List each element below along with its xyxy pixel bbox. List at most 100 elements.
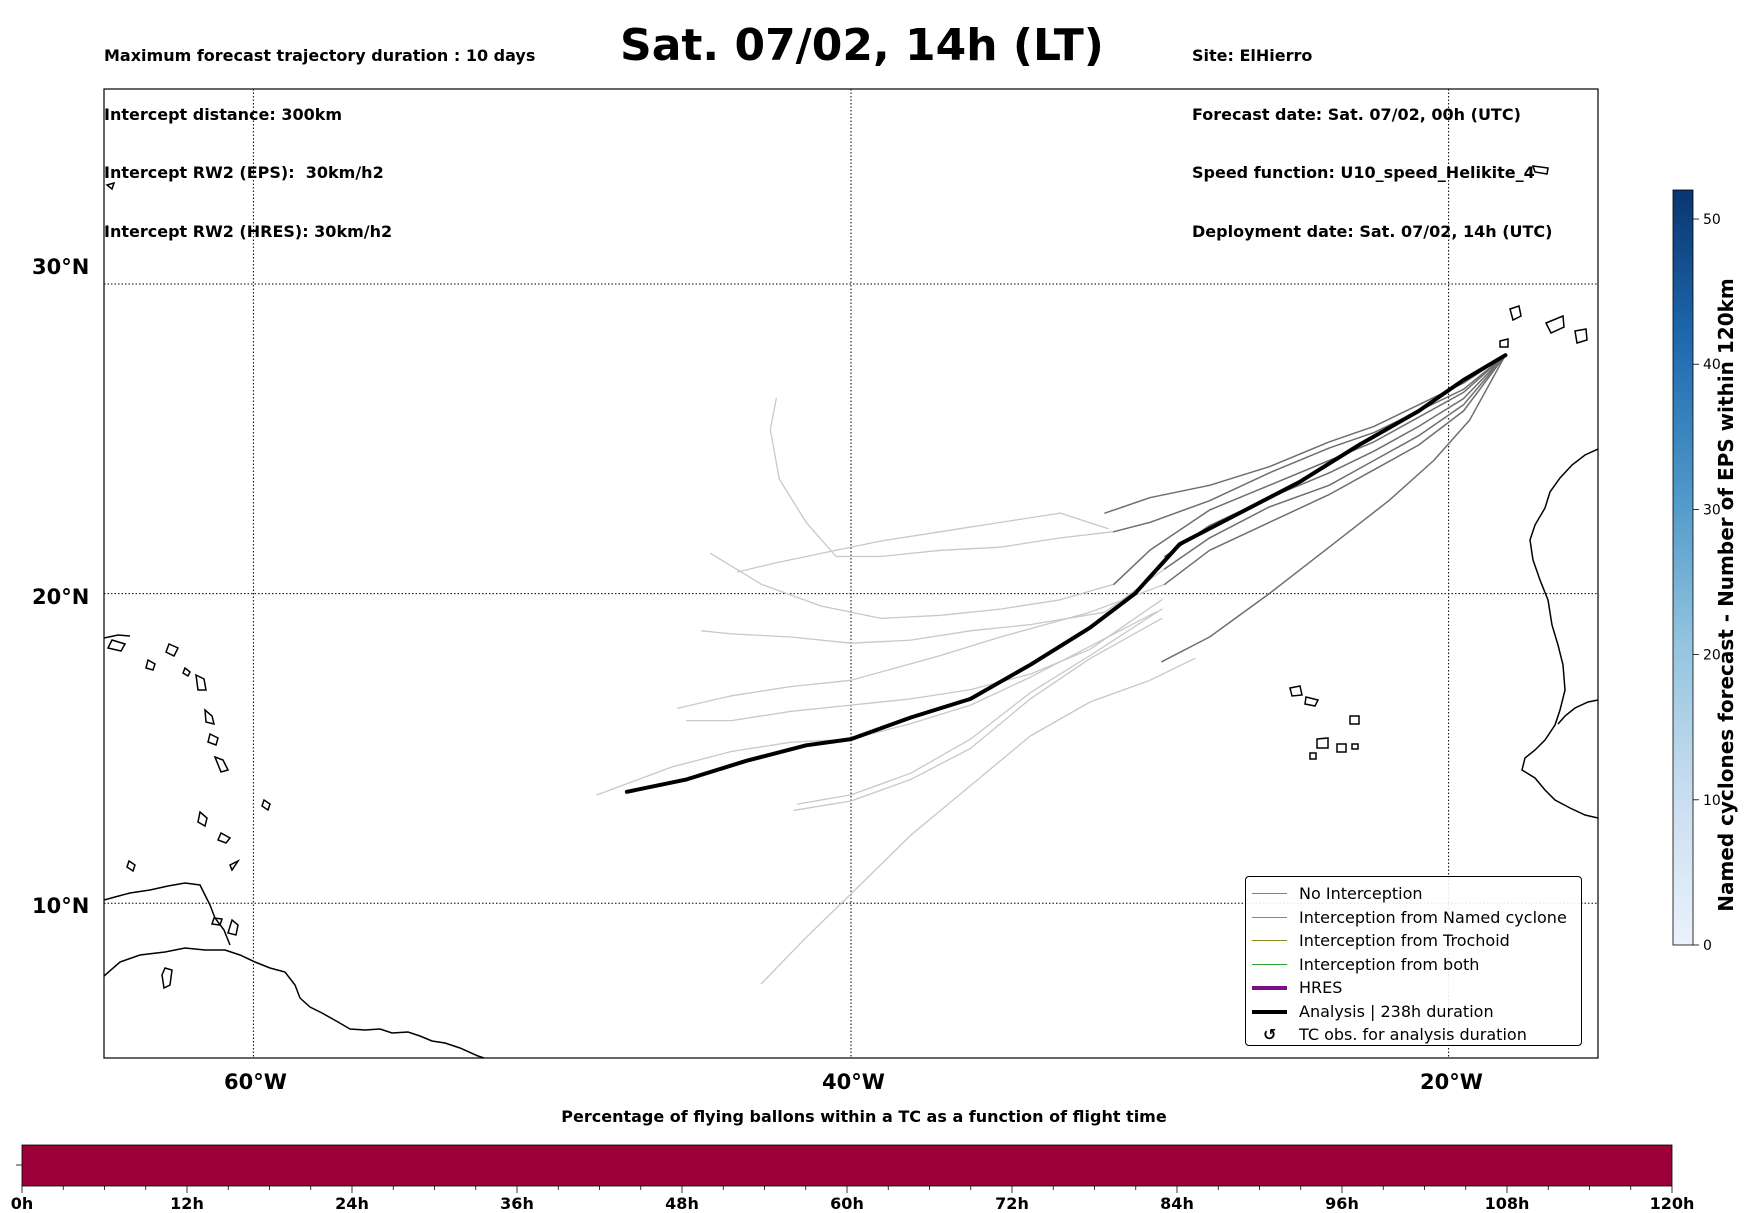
coast-island-15	[105, 181, 116, 191]
coast-canary-1	[1509, 305, 1522, 322]
coast-island-14	[229, 859, 241, 872]
flight-time-tick-label: 48h	[665, 1194, 699, 1213]
coast-island-2	[213, 755, 230, 773]
flight-time-tick-label: 0h	[11, 1194, 34, 1213]
flight-time-bar-fill	[21, 1144, 1673, 1187]
header-line-site: Site: ElHierro	[1192, 46, 1313, 65]
lon-label-60w: 60°W	[224, 1070, 287, 1094]
coast-cape-verde-2	[1304, 696, 1320, 707]
colorbar-ticks: 0 10 20 30 40 50	[1693, 212, 1721, 954]
header-line-duration: Maximum forecast trajectory duration : 1…	[104, 46, 536, 65]
analysis-trajectory	[624, 353, 1508, 794]
coast-canary-4	[1499, 338, 1509, 348]
lat-label-30n: 30°N	[32, 255, 89, 279]
coast-canary-2	[1544, 314, 1565, 334]
coast-canary-3	[1574, 328, 1588, 344]
eps-trajectory	[769, 397, 1115, 558]
tc-obs-icon: ↺	[1263, 1025, 1277, 1044]
flight-time-tick-label: 72h	[995, 1194, 1029, 1213]
graticule	[104, 89, 1598, 1058]
coast-margarita	[210, 917, 224, 926]
lon-label-20w: 20°W	[1420, 1070, 1483, 1094]
legend-swatch	[1252, 963, 1287, 965]
header-line-forecast-date: Forecast date: Sat. 07/02, 00h (UTC)	[1192, 104, 1521, 124]
flight-time-tick-label: 60h	[830, 1194, 864, 1213]
legend-item-analysis: Analysis | 238h duration	[1246, 1001, 1581, 1023]
coast-island-3	[207, 732, 219, 746]
coast-island-4	[204, 708, 216, 726]
flight-time-tick-label: 84h	[1160, 1194, 1194, 1213]
coast-cape-verde-4	[1316, 737, 1329, 749]
flight-time-tick-label: 24h	[335, 1194, 369, 1213]
map-frame	[103, 88, 1599, 1059]
latitude-labels: 30°N 20°N 10°N	[32, 255, 89, 918]
lon-label-40w: 40°W	[822, 1070, 885, 1094]
header-line-rw2-hres: Intercept RW2 (HRES): 30km/h2	[104, 221, 393, 241]
flight-time-tick-label: 108h	[1485, 1194, 1530, 1213]
flight-time-bar-title: Percentage of flying ballons within a TC…	[561, 1107, 1167, 1126]
coast-cape-verde-6	[1309, 752, 1317, 760]
legend-swatch	[1252, 893, 1287, 894]
coast-island-11	[261, 798, 271, 812]
coast-south-america	[104, 947, 485, 1058]
legend: No Interception Interception from Named …	[1245, 876, 1582, 1046]
legend-item-no-interception: No Interception	[1246, 883, 1581, 905]
header-line-rw2-eps: Intercept RW2 (EPS): 30km/h2	[104, 163, 384, 182]
eps-trajectory	[1163, 354, 1507, 586]
coast-cape-verde-3	[1349, 715, 1360, 725]
flight-time-tick-label: 36h	[500, 1194, 534, 1213]
coast-madeira	[1531, 165, 1549, 175]
lat-label-10n: 10°N	[32, 894, 89, 918]
coast-orinoco	[227, 918, 239, 936]
eps-trajectory	[1113, 354, 1507, 586]
coast-cape-verde-7	[1351, 743, 1359, 750]
lat-label-20n: 20°N	[32, 585, 89, 609]
trajectory-layer	[596, 353, 1508, 985]
eps-trajectory	[793, 617, 1163, 811]
coast-island-5	[195, 673, 207, 691]
coast-cape-verde-1	[1289, 685, 1303, 697]
eps-trajectory	[1163, 354, 1507, 558]
flight-time-ticks: 0h 12h 24h 36h 48h 60h 72h 84h 96h 108h 120h	[11, 1186, 1695, 1213]
eps-trajectory	[1161, 354, 1507, 663]
colorbar-tick-label: 30	[1703, 502, 1721, 518]
eps-trajectory	[736, 512, 1109, 573]
colorbar-tick-label: 40	[1703, 357, 1721, 373]
colorbar-tick-label: 10	[1703, 793, 1721, 809]
eps-trajectory	[709, 552, 1115, 620]
longitude-labels: 60°W 40°W 20°W	[224, 1070, 1483, 1094]
coast-island-9	[145, 658, 156, 671]
eps-trajectory	[596, 611, 1157, 796]
legend-item-trochoid: Interception from Trochoid	[1246, 930, 1581, 952]
legend-item-tc-obs: ↺ TC obs. for analysis duration	[1263, 1025, 1527, 1044]
legend-item-hres: HRES	[1246, 977, 1581, 999]
colorbar-tick-label: 20	[1703, 648, 1721, 664]
eps-trajectory	[1113, 354, 1507, 533]
legend-item-both: Interception from both	[1246, 954, 1581, 976]
coastlines	[104, 165, 1598, 1058]
eps-trajectory	[760, 657, 1196, 985]
header-line-deployment-date: Deployment date: Sat. 07/02, 14h (UTC)	[1192, 221, 1553, 241]
eps-trajectory	[796, 608, 1163, 805]
coast-island-13	[126, 859, 136, 873]
eps-trajectory	[1163, 354, 1507, 570]
header-line-speed-function: Speed function: U10_speed_Helikite_4	[1192, 163, 1535, 182]
coast-island-6	[165, 642, 180, 658]
flight-time-bar: 0h 12h 24h 36h 48h 60h 72h 84h 96h 108h 120h	[11, 1144, 1695, 1213]
colorbar: 0 10 20 30 40 50	[1672, 189, 1721, 954]
coast-island-12	[217, 831, 232, 844]
coast-island-8	[104, 634, 131, 639]
coast-africa	[1521, 448, 1598, 819]
header-info-left: Maximum forecast trajectory duration : 1…	[104, 7, 535, 261]
coast-island-7	[106, 639, 127, 652]
eps-trajectory	[686, 599, 1163, 722]
colorbar-label: Named cyclones forecast - Number of EPS …	[1714, 278, 1738, 912]
flight-time-tick-label: 120h	[1650, 1194, 1695, 1213]
flight-time-tick-label: 12h	[170, 1194, 204, 1213]
eps-trajectory	[677, 583, 1166, 709]
coast-island-10	[182, 666, 191, 678]
eps-trajectory	[1104, 354, 1507, 514]
coast-venezuela-north	[104, 882, 231, 946]
coast-trinidad	[161, 967, 173, 990]
